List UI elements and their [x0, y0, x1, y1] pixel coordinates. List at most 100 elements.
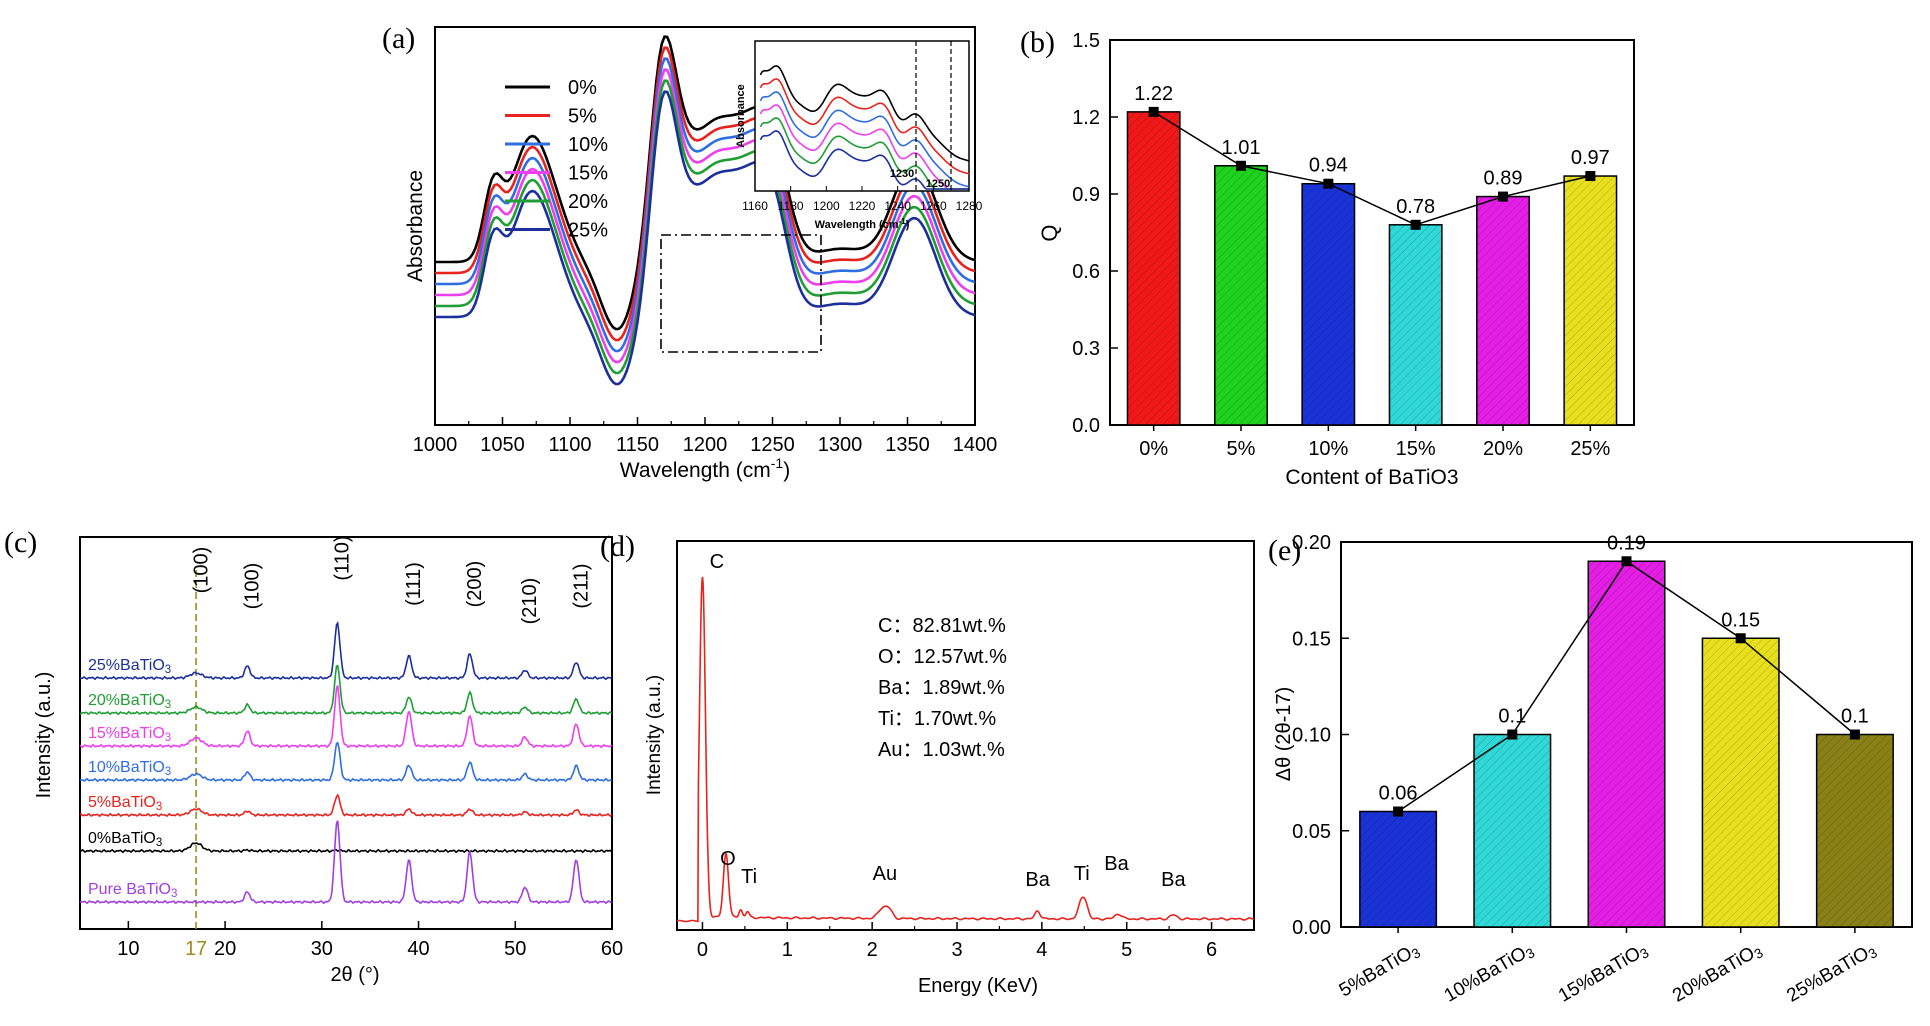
- panel-b-xlabel: Content of BaTiO3: [1285, 466, 1458, 489]
- b-ytick-label-1: 0.3: [1072, 338, 1100, 360]
- panel-label-c: (c): [4, 526, 37, 559]
- e-value-label-4: 0.1: [1841, 706, 1869, 728]
- e-ytick-label-0: 0.00: [1292, 917, 1331, 939]
- panel-b-plot: 0.0 0.3 0.6 0.9 1.2 1.5 1.22 1.01 0.94 0.78 0.89 0.…: [1072, 30, 1618, 460]
- e-category-label-4: 25%BaTiO3: [1783, 939, 1880, 1007]
- panel-b: Q Content of BaTiO3 0.0 0.3 0.6 0.9 1.2 1.5 1.…: [1037, 30, 1635, 489]
- d-xtick-label-3: 3: [951, 939, 962, 961]
- inset-frame: [754, 40, 970, 192]
- e-category-label-3: 20%BaTiO3: [1669, 939, 1766, 1007]
- d-xtick-label-2: 2: [867, 939, 878, 961]
- inset-xtick-label-2: 1200: [813, 199, 840, 213]
- b-category-label-0: 0%: [1139, 438, 1168, 460]
- c-series-label-2: 15%BaTiO3: [88, 725, 171, 744]
- c-peak-label-5: (210): [519, 578, 541, 625]
- c-series-label-4: 5%BaTiO3: [88, 794, 162, 813]
- b-bar-hatch-0: [1127, 111, 1180, 425]
- e-bar-hatch-2: [1588, 561, 1665, 927]
- inset-curves: [759, 65, 970, 190]
- panel-b-ylabel: Q: [1037, 224, 1062, 241]
- inset-series-0: [759, 65, 970, 162]
- inset-series-1: [759, 78, 970, 175]
- xtick-label-a-0: 1000: [413, 434, 458, 456]
- e-ytick-label-2: 0.10: [1292, 725, 1331, 747]
- e-point-4: [1849, 729, 1860, 740]
- c-series-2: [79, 685, 613, 749]
- e-value-label-2: 0.19: [1607, 532, 1646, 554]
- xtick-label-a-7: 1350: [885, 434, 930, 456]
- series-a-5: [435, 90, 976, 386]
- b-value-label-3: 0.78: [1396, 196, 1435, 218]
- b-ytick-label-4: 1.2: [1072, 107, 1100, 129]
- composition-item-0: C：82.81wt.%: [878, 615, 1006, 637]
- b-ytick-label-0: 0.0: [1072, 415, 1100, 437]
- inset-series-2: [759, 91, 970, 188]
- b-value-label-1: 1.01: [1222, 137, 1261, 159]
- b-bar-hatch-4: [1476, 196, 1530, 425]
- panel-label-b: (b): [1020, 26, 1055, 59]
- legend-label-a-1: 5%: [568, 106, 597, 128]
- xtick-label-a-4: 1200: [683, 434, 728, 456]
- panel-label-a: (a): [382, 22, 415, 55]
- panel-a-xticks: 1000 1050 1100 1150 1200 1250 1300 1350 1400: [413, 417, 998, 456]
- panel-d-ylabel: Intensity (a.u.): [644, 675, 665, 795]
- b-point-1: [1236, 160, 1246, 171]
- panel-d-xlabel: Energy (KeV): [918, 975, 1038, 997]
- c-xtick-label-1: 20: [214, 938, 236, 960]
- c-series-0: [79, 620, 612, 681]
- b-value-label-4: 0.89: [1484, 168, 1523, 190]
- c-series-label-5: 0%BaTiO3: [88, 830, 162, 849]
- e-ytick-label-1: 0.05: [1292, 821, 1331, 843]
- b-trend-line: [1153, 111, 1591, 226]
- e-point-2: [1621, 556, 1632, 567]
- e-bar-hatch-1: [1474, 734, 1551, 927]
- c-series-3: [79, 741, 612, 783]
- inset-ylabel: Absorbance: [735, 84, 747, 148]
- composition-item-1: O：12.57wt.%: [878, 646, 1007, 668]
- d-element-label-4: Ba: [1025, 869, 1050, 891]
- zoom-box: [660, 234, 822, 353]
- b-point-3: [1410, 219, 1421, 230]
- legend-label-a-0: 0%: [568, 77, 597, 99]
- b-category-label-5: 25%: [1570, 438, 1610, 460]
- d-xtick-label-4: 4: [1036, 939, 1047, 961]
- c-peak-label-0: (100): [190, 547, 212, 594]
- xtick-label-a-1: 1050: [480, 434, 525, 456]
- series-a-1: [435, 46, 976, 342]
- d-element-label-1: O: [720, 848, 736, 870]
- b-category-label-3: 15%: [1396, 438, 1436, 460]
- c-peak-label-3: (111): [403, 562, 425, 606]
- e-value-label-3: 0.15: [1721, 609, 1760, 631]
- legend-label-a-3: 15%: [568, 163, 608, 185]
- composition-list: C：82.81wt.% O：12.57wt.% Ba：1.89wt.% Ti：1.70…: [878, 615, 1007, 761]
- inset-annotation-1250: 1250: [926, 178, 950, 190]
- panel-a-ylabel: Absorbance: [404, 170, 427, 282]
- panel-e: Δθ (2θ-17) 0.000.050.100.150.200.060.10.…: [1273, 532, 1913, 1008]
- e-category-label-2: 15%BaTiO3: [1555, 939, 1652, 1007]
- composition-item-4: Au：1.03wt.%: [878, 739, 1005, 761]
- b-bar-hatch-2: [1302, 183, 1355, 425]
- d-xtick-label-6: 6: [1206, 939, 1217, 961]
- e-point-0: [1393, 806, 1404, 817]
- inset-series-4: [759, 117, 969, 190]
- d-xtick-label-0: 0: [697, 939, 708, 961]
- panel-a-xlabel: Wavelength (cm-1): [620, 455, 790, 482]
- panel-e-plot: 0.00 0.05 0.10 0.15 0.20 0.06 0.1 0.19 0.15 0.1 5%…: [1292, 532, 1894, 1008]
- inset-xtick-label-3: 1220: [849, 199, 876, 213]
- composition-item-3: Ti：1.70wt.%: [878, 708, 996, 730]
- panel-c: Intensity (a.u.) 2θ (°) 10 20 30 40 50 60 17 (1…: [33, 535, 623, 986]
- b-bar-hatch-1: [1214, 165, 1268, 425]
- c-xtick-label-0: 10: [117, 938, 139, 960]
- c-peak-label-2: (110): [332, 535, 354, 580]
- panel-c-frame: [79, 536, 613, 930]
- xtick-label-a-8: 1400: [953, 434, 998, 456]
- c-peak-label-6: (211): [570, 563, 592, 608]
- b-ytick-label-2: 0.6: [1072, 261, 1100, 283]
- series-a-2: [435, 57, 976, 353]
- d-element-label-5: Ti: [1074, 863, 1090, 885]
- inset-xtick-label-4: 1240: [884, 199, 911, 213]
- inset-series-5: [759, 130, 969, 190]
- c-series-label-3: 10%BaTiO3: [88, 759, 171, 778]
- b-point-0: [1148, 106, 1159, 117]
